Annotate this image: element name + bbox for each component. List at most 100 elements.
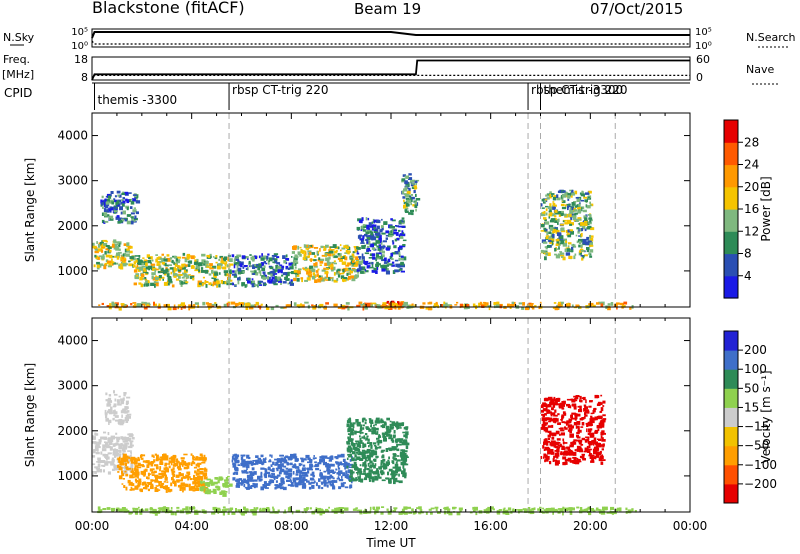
power-pixel: [361, 259, 364, 263]
power-pixel: [319, 260, 324, 264]
velocity-pixel: [601, 459, 606, 461]
power-pixel: [254, 264, 256, 267]
velocity-pixel: [369, 476, 375, 480]
velocity-pixel: [606, 511, 611, 514]
velocity-pixel: [140, 509, 145, 512]
power-pixel: [327, 261, 331, 266]
power-pixel: [412, 204, 415, 207]
velocity-pixel: [503, 507, 506, 510]
power-pixel: [287, 273, 290, 277]
power-pixel: [391, 258, 394, 260]
velocity-pixel: [206, 492, 211, 495]
power-pixel: [267, 276, 270, 280]
power-pixel: [117, 194, 120, 197]
power-pixel: [454, 304, 458, 306]
velocity-pixel: [108, 400, 112, 403]
velocity-pixel: [545, 508, 551, 512]
power-pixel: [584, 217, 588, 221]
power-pixel: [543, 217, 547, 220]
power-pixel: [364, 263, 368, 266]
velocity-pixel: [347, 433, 351, 435]
power-pixel: [391, 302, 394, 307]
velocity-pixel: [335, 468, 338, 471]
power-pixel: [116, 215, 120, 218]
power-colorbar-tick-label-4: 20: [744, 180, 759, 194]
power-pixel: [132, 302, 137, 304]
power-pixel: [381, 250, 385, 254]
power-pixel: [575, 234, 578, 237]
velocity-pixel: [126, 437, 132, 442]
velocity-pixel: [126, 413, 132, 416]
velocity-pixel: [231, 459, 234, 463]
velocity-pixel: [588, 511, 592, 516]
velocity-pixel: [144, 508, 149, 512]
velocity-pixel: [491, 506, 494, 510]
power-pixel: [287, 282, 290, 285]
velocity-pixel: [568, 427, 573, 431]
velocity-pixel: [581, 437, 585, 441]
power-pixel: [349, 256, 354, 259]
power-pixel: [589, 255, 593, 258]
velocity-pixel: [283, 465, 287, 468]
velocity-pixel: [245, 471, 249, 474]
velocity-pixel: [350, 441, 354, 446]
power-pixel: [157, 271, 161, 274]
velocity-pixel: [181, 486, 185, 490]
velocity-pixel: [342, 458, 346, 462]
power-pixel: [183, 263, 186, 266]
velocity-pixel: [102, 444, 106, 448]
velocity-pixel: [214, 488, 216, 491]
velocity-pixel: [170, 507, 173, 510]
power-pixel: [102, 239, 107, 242]
power-pixel: [293, 245, 298, 249]
power-pixel: [252, 280, 255, 283]
power-pixel: [139, 266, 144, 271]
velocity-pixel: [197, 462, 202, 465]
velocity-pixel: [263, 474, 267, 476]
power-pixel: [395, 232, 399, 236]
power-pixel: [394, 238, 398, 242]
power-pixel: [382, 226, 384, 231]
velocity-pixel: [364, 419, 367, 421]
power-pixel: [249, 306, 254, 310]
velocity-pixel: [551, 398, 556, 402]
velocity-pixel: [232, 472, 236, 475]
power-pixel: [259, 272, 262, 277]
velocity-pixel: [320, 458, 323, 463]
power-pixel: [398, 229, 401, 232]
velocity-pixel: [550, 401, 554, 403]
power-pixel: [559, 242, 564, 245]
power-pixel: [126, 214, 132, 217]
power-pixel: [105, 210, 110, 213]
velocity-pixel: [234, 456, 239, 459]
power-pixel: [137, 259, 141, 264]
power-pixel: [569, 192, 572, 196]
velocity-pixel: [355, 458, 357, 462]
velocity-pixel: [381, 450, 384, 453]
velocity-pixel: [173, 462, 176, 467]
velocity-pixel: [397, 466, 401, 470]
velocity-pixel: [378, 446, 382, 449]
velocity-pixel: [366, 467, 370, 471]
power-colorbar-color-1: [724, 253, 738, 277]
power-pixel: [155, 275, 157, 278]
velocity-pixel: [252, 460, 257, 462]
power-pixel: [176, 265, 181, 267]
velocity-pixel: [194, 458, 199, 461]
power-pixel: [425, 306, 429, 310]
velocity-pixel: [581, 453, 585, 456]
power-pixel: [134, 255, 139, 257]
power-pixel: [383, 262, 389, 264]
power-pixel: [104, 220, 109, 223]
power-pixel: [233, 262, 238, 266]
velocity-pixel: [546, 412, 549, 414]
power-pixel: [541, 198, 545, 202]
velocity-pixel: [263, 481, 267, 485]
power-pixel: [194, 256, 196, 258]
velocity-pixel: [446, 506, 449, 509]
velocity-pixel: [121, 448, 124, 452]
velocity-pixel: [310, 473, 315, 476]
velocity-pixel: [233, 471, 238, 474]
power-pixel: [545, 205, 549, 208]
power-pixel: [177, 306, 180, 310]
